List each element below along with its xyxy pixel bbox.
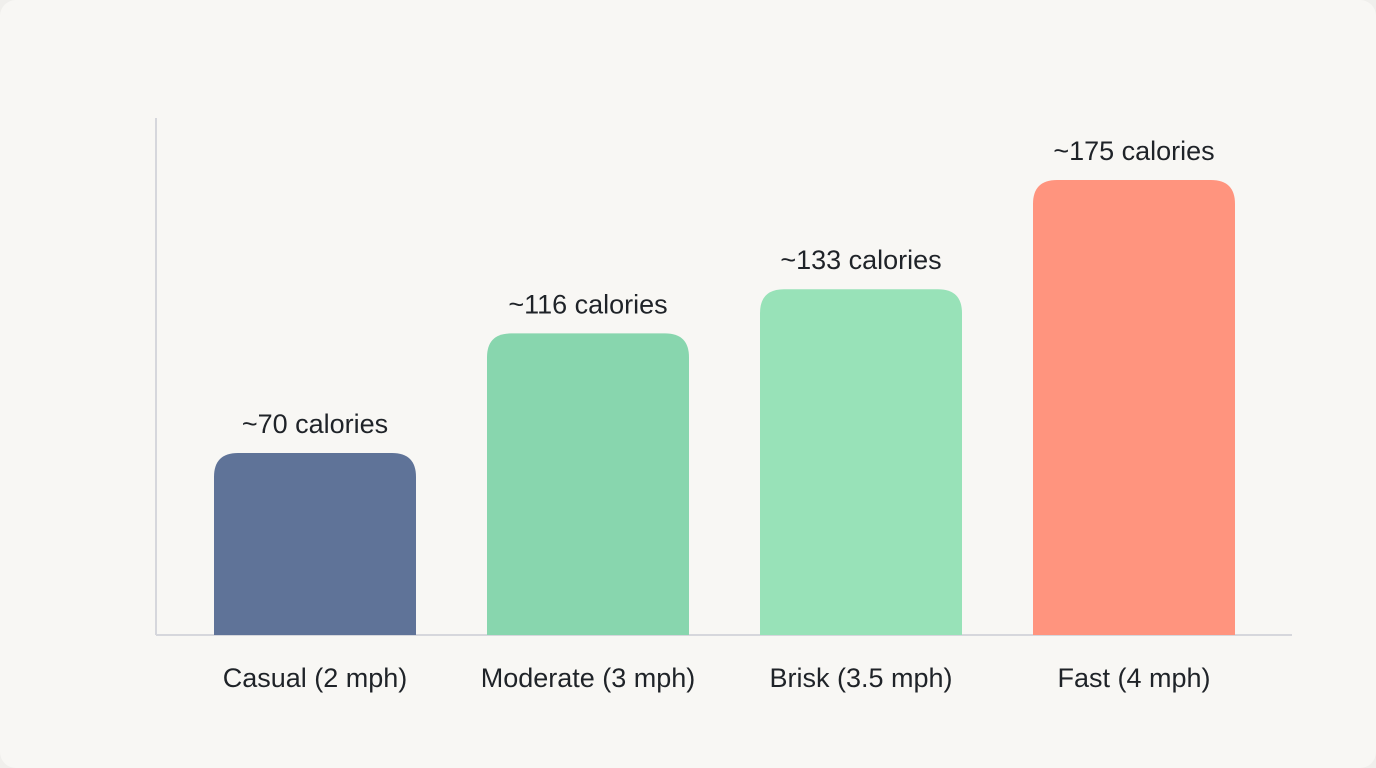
category-label-1: Casual (2 mph) [223, 663, 408, 693]
bar-1 [214, 453, 416, 635]
value-label-3: ~133 calories [780, 245, 941, 275]
value-label-4: ~175 calories [1053, 136, 1214, 166]
category-label-4: Fast (4 mph) [1057, 663, 1210, 693]
value-label-2: ~116 calories [508, 289, 667, 319]
bar-3 [760, 289, 962, 635]
value-labels-group: ~70 calories ~116 calories ~133 calories ~1… [242, 136, 1215, 439]
category-labels-group: Casual (2 mph) Moderate (3 mph) Brisk (3.5… [223, 663, 1211, 693]
category-label-2: Moderate (3 mph) [481, 663, 696, 693]
bar-2 [487, 333, 689, 635]
value-label-1: ~70 calories [242, 409, 388, 439]
category-label-3: Brisk (3.5 mph) [769, 663, 952, 693]
bars-group [214, 180, 1235, 635]
bar-4 [1033, 180, 1235, 635]
